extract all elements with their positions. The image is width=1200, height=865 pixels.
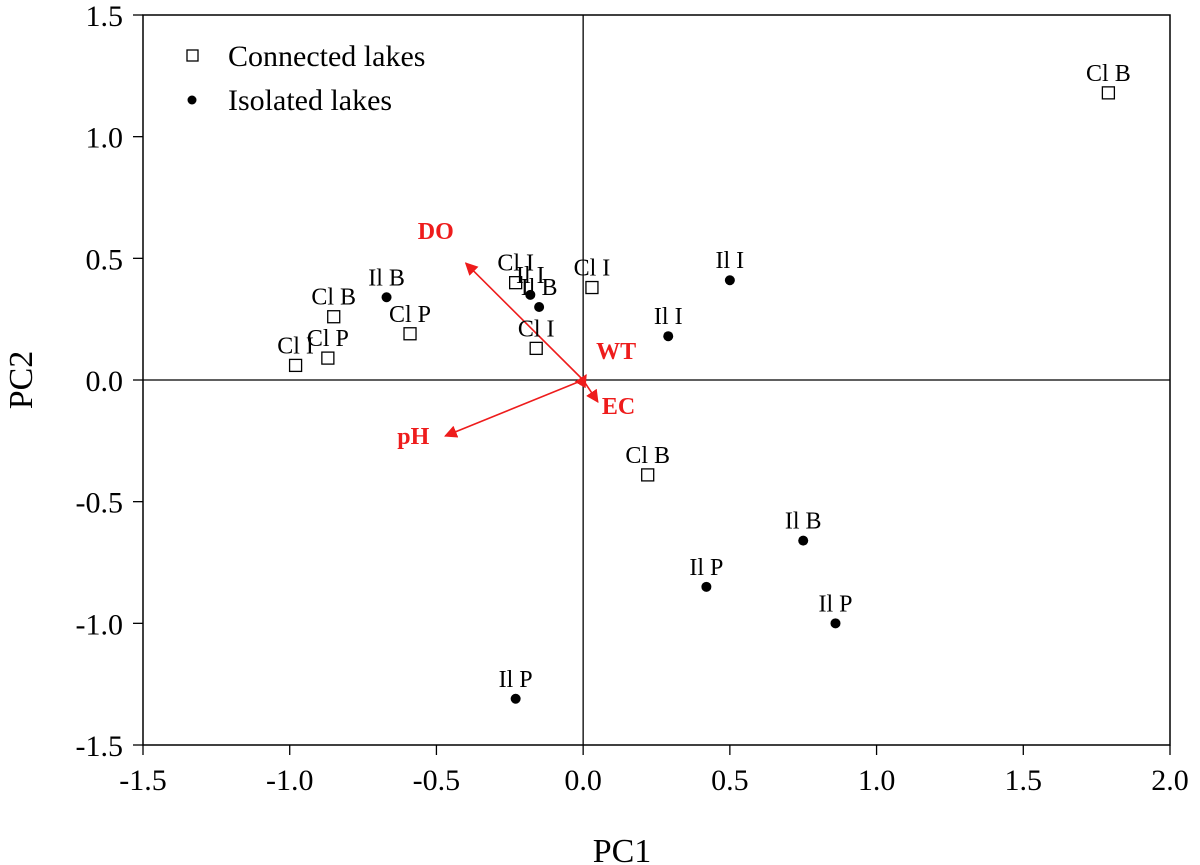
point-label: Cl I: [497, 251, 534, 277]
point-label: Il B: [368, 265, 405, 291]
loading-vectors: DO pH WT EC: [397, 219, 636, 450]
x-tick-label: -1.0: [266, 764, 314, 797]
point-isolated-lake: [798, 535, 809, 546]
point-isolated-lake: [724, 275, 735, 286]
y-tick-label: 1.5: [86, 0, 124, 33]
point-label: Il B: [521, 275, 558, 301]
y-tick-label: -1.0: [76, 608, 124, 641]
point-label: Il P: [818, 591, 852, 617]
y-tick-label: -1.5: [76, 730, 124, 763]
point-label: Cl P: [389, 302, 431, 328]
point-connected-lake: [1101, 86, 1116, 100]
x-tick-label: -0.5: [413, 764, 461, 797]
x-tick-label: 0.5: [711, 764, 749, 797]
point-label: Cl B: [1086, 61, 1131, 87]
vector-label-ph: pH: [397, 424, 429, 450]
x-axis-title: PC1: [593, 833, 652, 865]
y-axis-title: PC2: [3, 351, 40, 410]
point-connected-lake: [288, 358, 303, 373]
point-isolated-lake: [701, 581, 712, 592]
vector-arrow-ph: [444, 379, 584, 438]
point-label: Cl I: [277, 333, 314, 359]
x-tick-label: 2.0: [1151, 764, 1189, 797]
reference-lines: [143, 15, 1170, 745]
legend-marker-isolated: [187, 95, 197, 105]
legend: Connected lakes Isolated lakes: [186, 40, 425, 117]
vector-label-do: DO: [418, 219, 454, 245]
vector-arrow-ec: [582, 379, 599, 403]
x-tick-label: 1.5: [1005, 764, 1043, 797]
point-labels: Cl BCl ICl ICl ICl PCl BCl PCl ICl BIl I…: [277, 61, 1130, 693]
point-label: Cl B: [311, 285, 356, 311]
point-connected-lake: [529, 341, 543, 356]
y-tick-label: -0.5: [76, 487, 124, 520]
legend-label-connected: Connected lakes: [228, 40, 425, 73]
point-connected-lake: [509, 276, 523, 290]
x-tick-label: 0.0: [564, 764, 602, 797]
y-tick-label: 0.0: [86, 365, 124, 398]
point-label: Il P: [689, 555, 723, 581]
vector-arrow-wt: [574, 374, 587, 389]
point-connected-lake: [641, 468, 655, 482]
legend-marker-connected: [186, 49, 199, 62]
point-label: Il B: [785, 509, 822, 535]
legend-label-isolated: Isolated lakes: [228, 84, 392, 117]
point-isolated-lake: [510, 693, 521, 704]
x-tick-label: -1.5: [119, 764, 167, 797]
point-isolated-lake: [525, 289, 536, 300]
y-tick-label: 1.0: [86, 122, 124, 155]
scatter-points: [288, 86, 1116, 704]
axis-ticks: -1.5 -1.0 -0.5 0.0 0.5 1.0 1.5 2.0 1.5 1.0 0.5 0.0 -…: [76, 0, 1189, 797]
x-tick-label: 1.0: [858, 764, 896, 797]
point-isolated-lake: [830, 618, 841, 629]
point-label: Il I: [716, 248, 745, 274]
vector-label-wt: WT: [596, 339, 636, 365]
point-label: Cl I: [574, 256, 611, 282]
vector-label-ec: EC: [602, 394, 635, 420]
point-connected-lake: [327, 310, 341, 324]
point-label: Cl B: [625, 443, 670, 469]
point-isolated-lake: [381, 292, 392, 303]
point-label: Cl P: [307, 326, 349, 352]
point-label: Il I: [654, 304, 683, 330]
vector-arrow-do: [464, 262, 584, 381]
point-label: Il P: [499, 667, 533, 693]
point-connected-lake: [585, 280, 599, 295]
y-tick-label: 0.5: [86, 243, 124, 276]
point-connected-lake: [403, 327, 417, 341]
point-label: Cl I: [518, 316, 555, 342]
point-isolated-lake: [534, 302, 545, 312]
point-isolated-lake: [663, 331, 674, 342]
point-label: Il I: [516, 263, 545, 289]
point-connected-lake: [321, 351, 335, 365]
